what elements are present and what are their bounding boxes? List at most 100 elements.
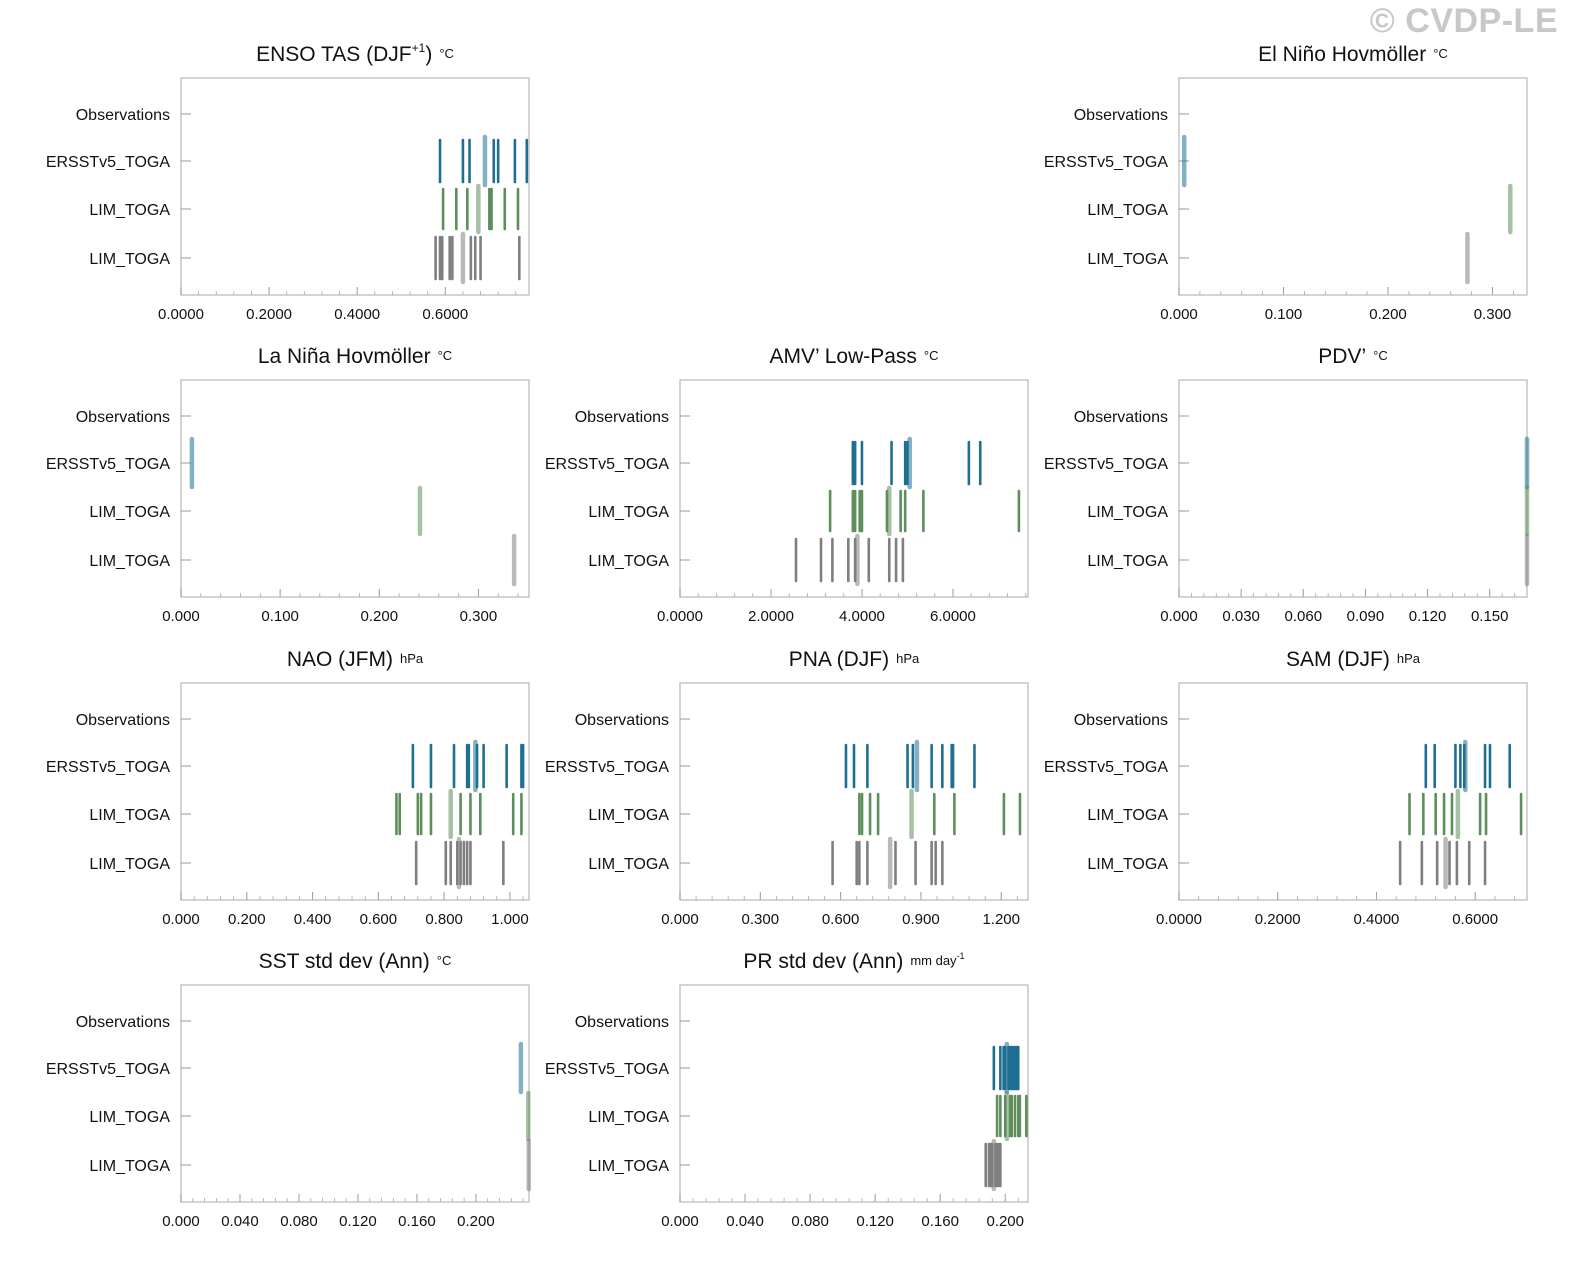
plot-frame (679, 984, 1029, 1203)
panel-title-text: SAM (DJF) (1286, 648, 1390, 671)
x-tick-label: 0.000 (661, 1213, 699, 1230)
panel-unit: °C (437, 953, 452, 968)
row-label: LIM_TOGA (89, 856, 170, 873)
panel-unit: °C (439, 46, 454, 61)
x-tick-label: 0.000 (162, 608, 200, 625)
chart-panel-2: El Niño Hovmöller °C Observations ERSSTv5_T… (1044, 43, 1528, 323)
row-label: Observations (76, 712, 170, 729)
row-label: LIM_TOGA (588, 856, 669, 873)
chart-panel-4: AMV’ Low-Pass °C Observations ERSSTv5_TOGA L… (545, 345, 1029, 625)
x-tick-label: 0.2000 (1255, 911, 1301, 928)
chart-panel-10: PR std dev (Ann) mm day-1 Observations ERSS… (545, 950, 1029, 1230)
panel-title-tail: ) (425, 43, 432, 66)
x-tick-label: 1.000 (491, 911, 529, 928)
plot-frame (180, 682, 530, 901)
row-label: LIM_TOGA (1087, 202, 1168, 219)
row-label: LIM_TOGA (1087, 504, 1168, 521)
x-tick-label: 0.200 (361, 608, 399, 625)
x-tick-label: 0.040 (221, 1213, 259, 1230)
chart-panel-3: La Niña Hovmöller °C Observations ERSSTv5_T… (46, 345, 530, 625)
row-label: ERSSTv5_TOGA (1044, 456, 1169, 473)
row-label: LIM_TOGA (1087, 553, 1168, 570)
row-label: Observations (1074, 409, 1168, 426)
panel-title: NAO (JFM) hPa (287, 648, 424, 671)
x-tick-label: 0.0000 (1156, 911, 1202, 928)
x-tick-label: 0.400 (294, 911, 332, 928)
plot-frame (1178, 682, 1528, 901)
row-label: ERSSTv5_TOGA (545, 1061, 670, 1078)
panel-unit: hPa (1397, 651, 1421, 666)
x-tick-label: 0.0000 (657, 608, 703, 625)
x-tick-label: 0.160 (398, 1213, 436, 1230)
panel-title: AMV’ Low-Pass °C (769, 345, 938, 368)
panel-unit: °C (1373, 348, 1388, 363)
x-tick-label: 0.000 (162, 911, 200, 928)
panel-title-text: PNA (DJF) (789, 648, 889, 671)
x-tick-label: 0.6000 (422, 306, 468, 323)
row-label: Observations (76, 409, 170, 426)
x-tick-label: 0.2000 (246, 306, 292, 323)
panel-title: PR std dev (Ann) mm day-1 (743, 950, 964, 973)
plot-frame (1178, 379, 1528, 598)
row-label: ERSSTv5_TOGA (1044, 154, 1169, 171)
panel-title-text: La Niña Hovmöller (258, 345, 431, 368)
x-tick-label: 0.600 (360, 911, 398, 928)
panel-unit: °C (924, 348, 939, 363)
plot-frame (180, 379, 530, 598)
cvdp-watermark: © CVDP-LE (1369, 2, 1558, 40)
row-label: LIM_TOGA (588, 1158, 669, 1175)
x-tick-label: 0.120 (856, 1213, 894, 1230)
x-tick-label: 0.000 (1160, 306, 1198, 323)
x-tick-label: 0.4000 (334, 306, 380, 323)
row-label: LIM_TOGA (588, 504, 669, 521)
panel-unit-superscript: -1 (957, 951, 965, 961)
panel-title: ENSO TAS (DJF+1) °C (256, 41, 454, 66)
panel-title-text: PR std dev (Ann) (743, 950, 903, 973)
chart-panel-7: PNA (DJF) hPa Observations ERSSTv5_TOGA LIM_… (545, 648, 1029, 928)
row-label: LIM_TOGA (89, 1158, 170, 1175)
row-label: ERSSTv5_TOGA (46, 1061, 171, 1078)
panel-title: SST std dev (Ann) °C (259, 950, 452, 973)
x-tick-label: 0.200 (228, 911, 266, 928)
x-tick-label: 0.060 (1285, 608, 1323, 625)
panel-title-text: AMV’ Low-Pass (769, 345, 916, 368)
row-label: Observations (575, 409, 669, 426)
row-label: ERSSTv5_TOGA (545, 456, 670, 473)
x-tick-label: 0.800 (425, 911, 463, 928)
plot-frame (180, 77, 530, 296)
panel-title-superscript: +1 (412, 41, 426, 55)
x-tick-label: 4.0000 (839, 608, 885, 625)
row-label: LIM_TOGA (89, 553, 170, 570)
row-label: LIM_TOGA (588, 553, 669, 570)
x-tick-label: 0.000 (661, 911, 699, 928)
plot-frame (679, 379, 1029, 598)
row-label: Observations (76, 107, 170, 124)
x-tick-label: 0.200 (1369, 306, 1407, 323)
x-tick-label: 0.030 (1222, 608, 1260, 625)
x-tick-label: 0.120 (339, 1213, 377, 1230)
plot-frame (679, 682, 1029, 901)
panel-unit: hPa (400, 651, 424, 666)
row-label: ERSSTv5_TOGA (46, 759, 171, 776)
x-tick-label: 0.080 (280, 1213, 318, 1230)
x-tick-label: 0.120 (1409, 608, 1447, 625)
row-label: ERSSTv5_TOGA (545, 759, 670, 776)
row-label: LIM_TOGA (1087, 856, 1168, 873)
panel-title: La Niña Hovmöller °C (258, 345, 452, 368)
row-label: LIM_TOGA (89, 251, 170, 268)
row-label: ERSSTv5_TOGA (1044, 759, 1169, 776)
x-tick-label: 0.900 (902, 911, 940, 928)
x-tick-label: 0.150 (1471, 608, 1509, 625)
x-tick-label: 0.200 (986, 1213, 1024, 1230)
x-tick-label: 0.300 (742, 911, 780, 928)
x-tick-label: 2.0000 (748, 608, 794, 625)
row-label: LIM_TOGA (89, 1109, 170, 1126)
plot-frame (1178, 77, 1528, 296)
panel-title-text: NAO (JFM) (287, 648, 393, 671)
x-tick-label: 0.300 (1474, 306, 1512, 323)
panel-title: PNA (DJF) hPa (789, 648, 920, 671)
x-tick-label: 0.300 (460, 608, 498, 625)
panel-title: PDV’ °C (1318, 345, 1387, 368)
x-tick-label: 0.200 (457, 1213, 495, 1230)
